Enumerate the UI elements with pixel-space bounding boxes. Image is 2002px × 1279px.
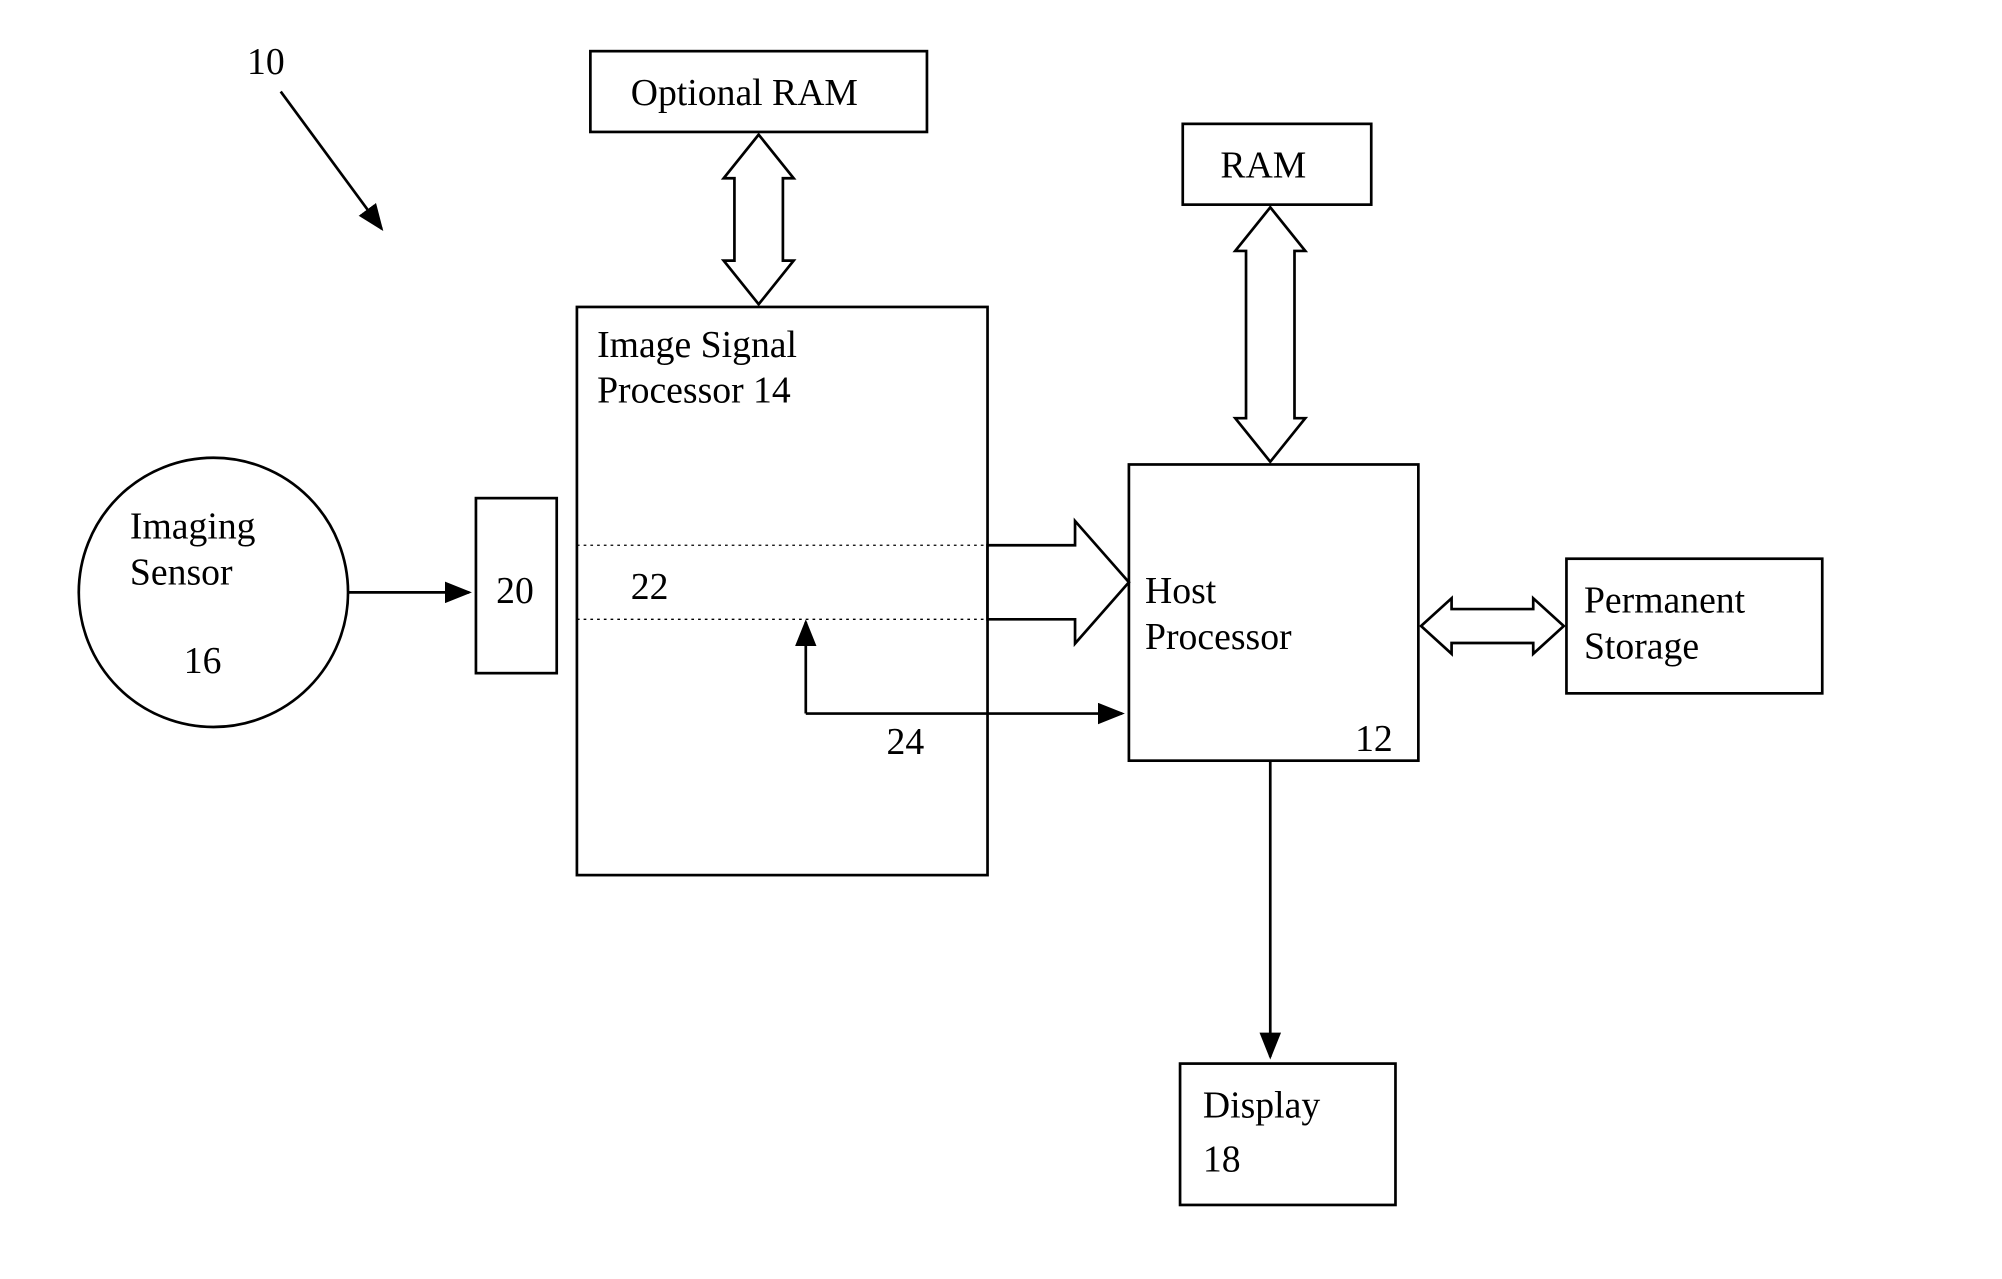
ref-10-label: 10 xyxy=(247,41,285,83)
isp-label: Processor 14 xyxy=(597,370,791,412)
isp-ref-22: 22 xyxy=(631,566,669,608)
host-processor-ref: 12 xyxy=(1355,718,1393,760)
host-processor-node xyxy=(1129,464,1418,760)
imaging-sensor-ref: 16 xyxy=(184,640,222,682)
imaging-sensor-label: Sensor xyxy=(130,551,233,593)
isp-ref-24: 24 xyxy=(887,721,925,763)
host-processor-label: Host xyxy=(1145,570,1217,612)
permanent-storage-label: Storage xyxy=(1584,625,1699,667)
imaging-sensor-label: Imaging xyxy=(130,506,256,548)
host-processor-label: Processor xyxy=(1145,616,1292,658)
ram-label: RAM xyxy=(1220,145,1306,187)
display-ref: 18 xyxy=(1203,1138,1241,1180)
permanent-storage-label: Permanent xyxy=(1584,580,1746,622)
display-label: Display xyxy=(1203,1084,1320,1126)
block-diagram: 10ImagingSensor1620Image SignalProcessor… xyxy=(0,0,2002,1279)
isp-label: Image Signal xyxy=(597,324,797,366)
optional-ram-label: Optional RAM xyxy=(631,72,858,114)
interface-20-ref: 20 xyxy=(496,570,534,612)
ref-10-arrow xyxy=(281,92,382,229)
